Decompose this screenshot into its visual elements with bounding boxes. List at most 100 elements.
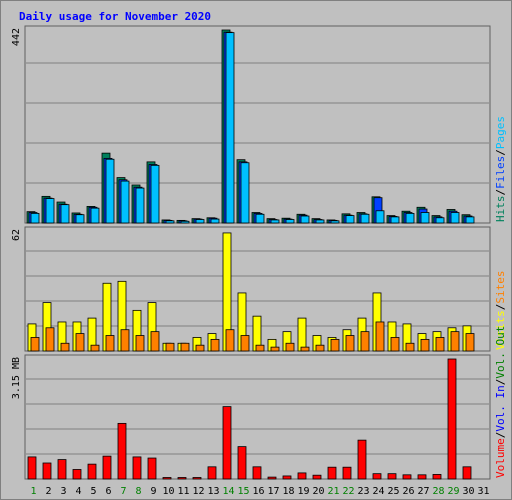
bar-volume-day-9 — [147, 457, 157, 480]
legend-separator: / — [494, 379, 507, 386]
bar-sites-day-27 — [420, 338, 430, 352]
bar-volume-day-26 — [402, 474, 412, 480]
bar-sites-day-24 — [375, 321, 385, 352]
bar-sites-day-1 — [30, 337, 40, 352]
bar-volume-day-1 — [27, 456, 37, 480]
x-tick-label: 6 — [105, 486, 111, 497]
x-tick-label: 22 — [342, 486, 354, 497]
bar-volume-day-24 — [372, 473, 382, 480]
x-tick-label: 25 — [387, 486, 399, 497]
bar-sites-day-3 — [60, 342, 70, 352]
x-tick-label: 5 — [90, 486, 96, 497]
bar-volume-day-22 — [342, 466, 352, 480]
bar-sites-day-5 — [90, 344, 100, 352]
legend-separator: / — [494, 149, 507, 156]
bar-pages-day-20 — [315, 219, 325, 224]
x-tick-label: 8 — [135, 486, 141, 497]
bar-sites-day-8 — [135, 335, 145, 352]
x-tick-label: 14 — [222, 486, 234, 497]
x-tick-label: 26 — [402, 486, 414, 497]
x-tick-label: 9 — [150, 486, 156, 497]
legend-entry: Visits — [494, 310, 507, 350]
bar-volume-day-16 — [252, 466, 262, 480]
bar-volume-day-25 — [387, 473, 397, 480]
bar-volume-day-3 — [57, 459, 67, 480]
bar-pages-day-28 — [435, 217, 445, 224]
legend-separator: / — [494, 432, 507, 439]
bar-pages-day-4 — [75, 214, 85, 224]
x-tick-label: 20 — [312, 486, 324, 497]
bar-visits-day-19 — [297, 317, 307, 352]
bar-pages-day-7 — [120, 180, 130, 224]
legend-volume: Volume/Vol. In/Vol. Out — [494, 326, 507, 478]
bar-volume-day-2 — [42, 462, 52, 480]
bar-pages-day-24 — [375, 210, 385, 224]
bar-pages-day-14 — [225, 32, 235, 224]
x-tick-label: 13 — [207, 486, 219, 497]
bar-pages-day-22 — [345, 215, 355, 224]
bar-volume-day-28 — [432, 474, 442, 480]
x-tick-label: 23 — [357, 486, 369, 497]
x-tick-label: 1 — [30, 486, 36, 497]
bar-pages-day-2 — [45, 198, 55, 224]
bar-pages-day-21 — [330, 220, 340, 224]
legend-hits-files-pages: Hits/Files/Pages — [494, 116, 507, 222]
bar-sites-day-23 — [360, 331, 370, 352]
x-tick-label: 24 — [372, 486, 384, 497]
x-tick-label: 18 — [282, 486, 294, 497]
bar-volume-day-20 — [312, 474, 322, 480]
y-max-label: 62 — [11, 229, 22, 241]
bar-volume-day-8 — [132, 456, 142, 480]
bar-pages-day-19 — [300, 215, 310, 224]
x-tick-label: 31 — [477, 486, 489, 497]
legend-separator: / — [494, 189, 507, 196]
bar-sites-day-12 — [195, 344, 205, 352]
bar-sites-day-14 — [225, 329, 235, 352]
x-tick-label: 27 — [417, 486, 429, 497]
bar-sites-day-29 — [450, 331, 460, 352]
legend-entry: Sites — [494, 271, 507, 304]
x-tick-label: 11 — [177, 486, 189, 497]
bar-sites-day-17 — [270, 346, 280, 352]
bar-sites-day-6 — [105, 335, 115, 352]
x-tick-label: 3 — [60, 486, 66, 497]
x-tick-label: 29 — [447, 486, 459, 497]
bar-pages-day-13 — [210, 218, 220, 224]
bar-sites-day-13 — [210, 338, 220, 352]
bar-pages-day-23 — [360, 213, 370, 224]
bar-sites-day-11 — [180, 342, 190, 352]
bar-pages-day-8 — [135, 187, 145, 224]
x-tick-label: 16 — [252, 486, 264, 497]
bar-pages-day-27 — [420, 212, 430, 224]
bar-pages-day-10 — [165, 220, 175, 224]
bar-sites-day-2 — [45, 327, 55, 352]
x-tick-label: 12 — [192, 486, 204, 497]
y-max-label: 442 — [11, 28, 22, 46]
x-tick-label: 4 — [75, 486, 81, 497]
chart-title: Daily usage for November 2020 — [19, 10, 211, 23]
bar-pages-day-17 — [270, 219, 280, 224]
bar-volume-day-7 — [117, 422, 127, 480]
x-tick-label: 7 — [120, 486, 126, 497]
legend-entry: Files — [494, 156, 507, 189]
legend-visits-sites: Visits/Sites — [494, 271, 507, 351]
bar-sites-day-25 — [390, 337, 400, 352]
x-tick-label: 19 — [297, 486, 309, 497]
bar-volume-day-18 — [282, 475, 292, 480]
bar-pages-day-5 — [90, 207, 100, 224]
bar-volume-day-10 — [162, 477, 172, 480]
bar-sites-day-19 — [300, 346, 310, 352]
bar-pages-day-15 — [240, 162, 250, 224]
bar-volume-day-13 — [207, 466, 217, 480]
bar-sites-day-20 — [315, 344, 325, 352]
bar-volume-day-14 — [222, 406, 232, 480]
bar-pages-day-26 — [405, 212, 415, 224]
bar-volume-day-17 — [267, 476, 277, 480]
bar-pages-day-3 — [60, 204, 70, 224]
legend-separator: / — [494, 304, 507, 311]
bar-volume-day-27 — [417, 474, 427, 480]
bar-volume-day-29 — [447, 358, 457, 480]
bar-pages-day-29 — [450, 212, 460, 224]
legend-entry: Hits — [494, 196, 507, 223]
